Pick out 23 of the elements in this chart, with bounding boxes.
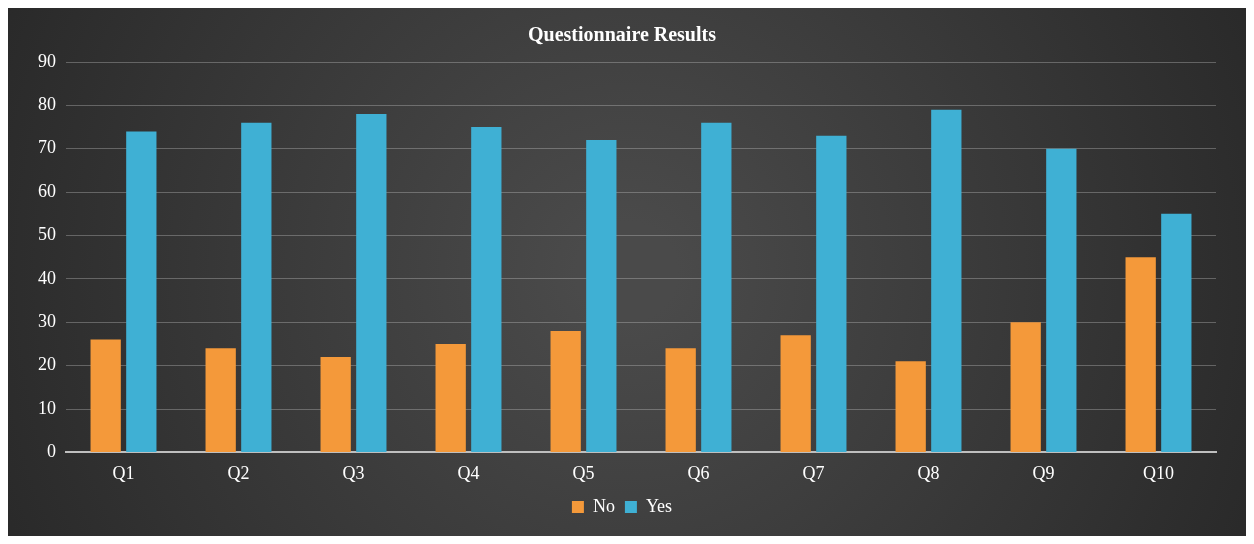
y-tick-label: 70 (38, 137, 56, 158)
x-tick-label: Q1 (112, 462, 135, 483)
x-tick-label: Q7 (802, 462, 825, 483)
x-tick-label: Q6 (687, 462, 710, 483)
legend-label: Yes (645, 495, 673, 516)
legend-label: No (592, 495, 615, 516)
chart-title: Questionnaire Results (528, 23, 717, 46)
y-tick-label: 50 (38, 224, 56, 245)
y-tick-label: 0 (47, 441, 56, 462)
y-tick-label: 20 (38, 354, 56, 375)
y-tick-label: 60 (38, 180, 56, 201)
x-tick-label: Q9 (1032, 462, 1055, 483)
x-tick-label: Q3 (342, 462, 365, 483)
y-tick-label: 40 (38, 267, 56, 288)
y-tick-label: 80 (38, 94, 56, 115)
y-tick-label: 30 (38, 311, 56, 331)
y-tick-label: 10 (38, 397, 56, 418)
x-tick-label: Q2 (227, 462, 250, 483)
x-tick-label: Q5 (572, 462, 595, 483)
x-tick-label: Q8 (917, 462, 940, 483)
x-tick-label: Q10 (1143, 462, 1174, 483)
y-tick-label: 90 (38, 50, 56, 71)
x-tick-label: Q4 (457, 462, 480, 483)
